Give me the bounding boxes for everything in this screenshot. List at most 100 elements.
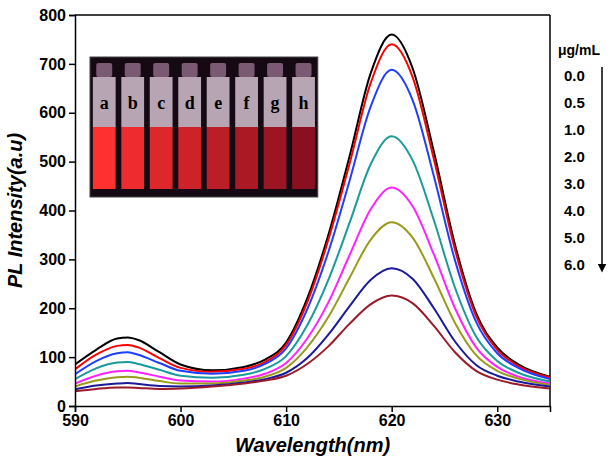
vial-cap	[96, 63, 112, 77]
vial-solution	[178, 127, 201, 189]
inset-photo: abcde fgh	[90, 57, 318, 197]
vial-cap	[182, 63, 198, 77]
tick-label: 700	[39, 55, 66, 72]
tick: 300	[39, 251, 75, 268]
tick-mark	[69, 113, 75, 115]
vial-cap	[153, 63, 169, 77]
vial-solution	[150, 127, 173, 189]
tick: 600	[39, 104, 75, 121]
tick: 590	[62, 406, 89, 429]
tick-mark	[69, 161, 75, 163]
legend-entry: 6.0	[564, 256, 585, 273]
tick-mark	[69, 406, 75, 408]
tick-label: 600	[39, 104, 66, 121]
tick-mark	[69, 64, 75, 66]
vial-cap	[210, 63, 226, 77]
tick-label: 590	[62, 412, 89, 429]
axis-line	[69, 16, 76, 407]
vial-body	[150, 77, 173, 127]
legend-entry: 3.0	[564, 175, 585, 192]
legend-entry: 0.5	[564, 94, 585, 111]
vial-cap	[296, 63, 312, 77]
tick-label: 610	[273, 412, 300, 429]
lines	[75, 35, 550, 392]
vial-cap	[239, 63, 255, 77]
vial-body	[264, 77, 287, 127]
vial-solution	[121, 127, 144, 189]
vial-cap	[267, 63, 283, 77]
tick-label: 100	[39, 349, 66, 366]
tick: 620	[379, 406, 406, 429]
legend-entry: 4.0	[564, 202, 585, 219]
frame	[549, 15, 551, 406]
vial-solution	[207, 127, 230, 189]
tick-label: 300	[39, 251, 66, 268]
vial-label: h	[299, 93, 309, 113]
vial-solution	[235, 127, 258, 189]
tick: 600	[168, 406, 195, 429]
vial-solution	[93, 127, 116, 189]
vial-body	[292, 77, 315, 127]
y-axis-title: PL Intensity(a.u)	[4, 133, 26, 289]
vial-body	[235, 77, 258, 127]
tick-mark	[391, 406, 393, 412]
vial-label: b	[128, 93, 138, 113]
tick-mark	[69, 357, 75, 359]
tick-label: 620	[379, 412, 406, 429]
vial-label: c	[157, 93, 165, 113]
vial-label: e	[214, 93, 222, 113]
tick-label: 0	[57, 398, 66, 415]
tick-mark	[69, 210, 75, 212]
tick: 100	[39, 349, 75, 366]
vial-body	[178, 77, 201, 127]
tick-label: 400	[39, 202, 66, 219]
spectrum-line	[75, 268, 550, 389]
tick: 500	[39, 153, 75, 170]
tick: 400	[39, 202, 75, 219]
legend-entry: 1.0	[564, 121, 585, 138]
vial-solution	[292, 127, 315, 189]
vial-label: g	[271, 93, 280, 113]
tick: 200	[39, 300, 75, 317]
tick-label: 800	[39, 7, 66, 24]
vial-cap	[125, 63, 141, 77]
x-axis-title: Wavelength(nm)	[235, 434, 391, 456]
tick-mark	[286, 406, 288, 412]
legend-title: μg/mL	[558, 42, 600, 58]
vial-label: d	[185, 93, 195, 113]
inset-background	[90, 57, 318, 197]
tick: 800	[39, 7, 75, 24]
chart: 590 600 610 620 630 0 100 200 300 400 500 600 700 800…	[0, 0, 612, 460]
vial-body	[93, 77, 116, 127]
tick: 0	[57, 398, 75, 415]
tick-label: 200	[39, 300, 66, 317]
axis-line	[76, 407, 551, 413]
spectrum-line	[75, 222, 550, 386]
legend: μg/mL 0.0 0.5 1.0 2.0 3.0 4.0 5.0 6.0	[558, 42, 602, 273]
tick-mark	[69, 308, 75, 310]
tick-mark	[69, 15, 75, 17]
tick-label: 600	[168, 412, 195, 429]
tick-mark	[180, 406, 182, 412]
spectrum-line	[75, 296, 550, 392]
plot: 590 600 610 620 630 0 100 200 300 400 500 600 700 800	[39, 7, 550, 430]
tick: 700	[39, 55, 75, 72]
legend-arrow	[601, 67, 603, 268]
tick-label: 500	[39, 153, 66, 170]
vial-body	[121, 77, 144, 127]
tick-mark	[69, 259, 75, 261]
vial-label: f	[244, 93, 251, 113]
vial-body	[207, 77, 230, 127]
x-axis: 590 600 610 620 630	[62, 406, 550, 429]
legend-entry: 5.0	[564, 229, 585, 246]
tick: 610	[273, 406, 300, 429]
y-axis: 0 100 200 300 400 500 600 700 800	[39, 7, 75, 415]
frame	[75, 14, 550, 16]
tick-label: 630	[484, 412, 511, 429]
tick: 630	[484, 406, 511, 429]
legend-entry: 0.0	[564, 67, 585, 84]
vial-solution	[264, 127, 287, 189]
legend-entry: 2.0	[564, 148, 585, 165]
tick-mark	[497, 406, 499, 412]
vial-label: a	[100, 93, 109, 113]
